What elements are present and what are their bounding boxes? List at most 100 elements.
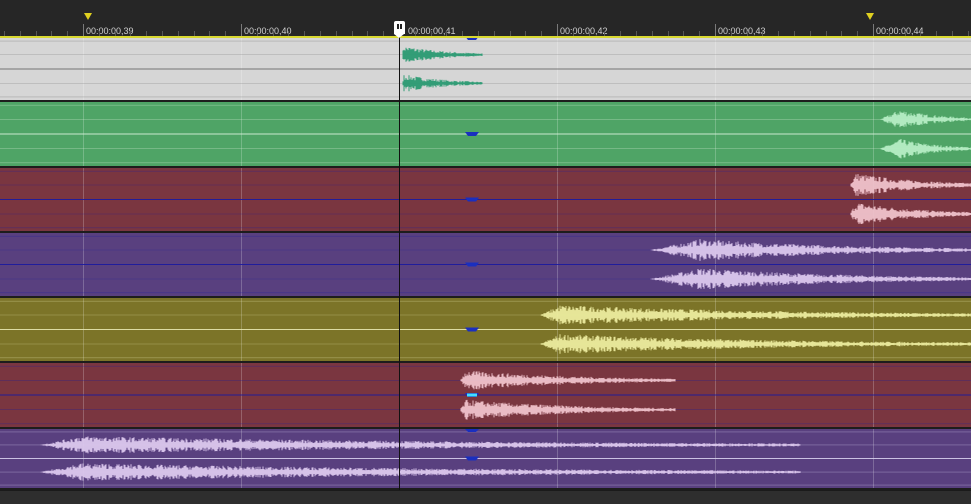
ruler-minor-tick bbox=[936, 31, 937, 36]
waveform bbox=[0, 235, 971, 294]
ruler-minor-tick bbox=[130, 31, 131, 36]
ruler-minor-tick bbox=[304, 31, 305, 36]
ruler-minor-tick bbox=[478, 31, 479, 36]
waveform bbox=[0, 170, 971, 229]
ruler-minor-tick bbox=[510, 31, 511, 36]
ruler-minor-tick bbox=[352, 31, 353, 36]
ruler-minor-tick bbox=[494, 31, 495, 36]
waveform-channel bbox=[850, 203, 971, 224]
ruler-minor-tick bbox=[810, 31, 811, 36]
track-5-clip[interactable] bbox=[0, 298, 971, 363]
waveform-channel bbox=[402, 75, 483, 92]
waveform-channel bbox=[402, 47, 483, 62]
ruler-minor-tick bbox=[162, 31, 163, 36]
ruler-major-tick bbox=[241, 24, 242, 36]
ruler-minor-tick bbox=[699, 31, 700, 36]
fade-handle-icon[interactable] bbox=[465, 327, 479, 332]
fade-handle-icon[interactable] bbox=[465, 429, 479, 432]
waveform-channel bbox=[460, 399, 676, 420]
playhead-icon[interactable] bbox=[394, 21, 405, 38]
ruler-minor-tick bbox=[889, 31, 890, 36]
ruler-minor-tick bbox=[731, 31, 732, 36]
fade-handle-icon[interactable] bbox=[465, 132, 479, 136]
ruler-minor-tick bbox=[273, 31, 274, 36]
waveform bbox=[0, 38, 971, 98]
ruler-minor-tick bbox=[826, 31, 827, 36]
waveform-channel bbox=[880, 139, 971, 159]
playhead-line bbox=[399, 20, 400, 490]
ruler-minor-tick bbox=[383, 31, 384, 36]
waveform bbox=[0, 429, 971, 486]
ruler-label: 00:00:00,43 bbox=[718, 26, 766, 36]
ruler-minor-tick bbox=[778, 31, 779, 36]
waveform bbox=[0, 365, 971, 425]
waveform-channel bbox=[880, 111, 971, 128]
ruler-minor-tick bbox=[636, 31, 637, 36]
track-4-clip[interactable] bbox=[0, 233, 971, 298]
timeline-ruler[interactable]: 00:00:00,39 00:00:00,40 00:00:00,41 00:0… bbox=[0, 0, 971, 36]
ruler-minor-tick bbox=[525, 31, 526, 36]
waveform-channel bbox=[40, 463, 801, 481]
ruler-minor-tick bbox=[920, 31, 921, 36]
ruler-minor-tick bbox=[604, 31, 605, 36]
ruler-minor-tick bbox=[320, 31, 321, 36]
ruler-minor-tick bbox=[225, 31, 226, 36]
ruler-minor-tick bbox=[415, 31, 416, 36]
ruler-label: 00:00:00,44 bbox=[876, 26, 924, 36]
ruler-minor-tick bbox=[36, 31, 37, 36]
horizontal-scrollbar[interactable] bbox=[0, 490, 971, 504]
ruler-minor-tick bbox=[573, 31, 574, 36]
ruler-minor-tick bbox=[431, 31, 432, 36]
tracks-area[interactable] bbox=[0, 38, 971, 490]
ruler-minor-tick bbox=[968, 31, 969, 36]
loop-start-marker-icon[interactable] bbox=[84, 13, 92, 20]
ruler-minor-tick bbox=[589, 31, 590, 36]
ruler-label: 00:00:00,40 bbox=[244, 26, 292, 36]
ruler-major-tick bbox=[557, 24, 558, 36]
ruler-minor-tick bbox=[462, 31, 463, 36]
ruler-major-tick bbox=[83, 24, 84, 36]
ruler-minor-tick bbox=[541, 31, 542, 36]
fade-handle-icon[interactable] bbox=[465, 38, 479, 40]
ruler-minor-tick bbox=[194, 31, 195, 36]
ruler-minor-tick bbox=[620, 31, 621, 36]
ruler-minor-tick bbox=[20, 31, 21, 36]
ruler-minor-tick bbox=[952, 31, 953, 36]
ruler-minor-tick bbox=[288, 31, 289, 36]
selected-fade-handle-icon[interactable] bbox=[467, 393, 477, 397]
ruler-minor-tick bbox=[4, 31, 5, 36]
track-7-clip[interactable] bbox=[0, 429, 971, 490]
waveform-channel bbox=[40, 436, 801, 454]
track-3-clip[interactable] bbox=[0, 168, 971, 233]
loop-region-bar[interactable] bbox=[0, 36, 971, 38]
ruler-minor-tick bbox=[367, 31, 368, 36]
ruler-minor-tick bbox=[857, 31, 858, 36]
fade-handle-icon[interactable] bbox=[465, 456, 479, 461]
ruler-minor-tick bbox=[67, 31, 68, 36]
ruler-major-tick bbox=[873, 24, 874, 36]
track-1-clip[interactable] bbox=[0, 38, 971, 102]
waveform bbox=[0, 300, 971, 359]
ruler-minor-tick bbox=[336, 31, 337, 36]
ruler-minor-tick bbox=[51, 31, 52, 36]
waveform bbox=[0, 104, 971, 164]
waveform-channel bbox=[650, 269, 971, 289]
ruler-minor-tick bbox=[905, 31, 906, 36]
ruler-minor-tick bbox=[446, 31, 447, 36]
ruler-minor-tick bbox=[747, 31, 748, 36]
ruler-label: 00:00:00,39 bbox=[86, 26, 134, 36]
ruler-major-tick bbox=[715, 24, 716, 36]
ruler-minor-tick bbox=[683, 31, 684, 36]
fade-handle-icon[interactable] bbox=[465, 197, 479, 202]
ruler-minor-tick bbox=[794, 31, 795, 36]
ruler-minor-tick bbox=[841, 31, 842, 36]
fade-handle-icon[interactable] bbox=[465, 262, 479, 267]
ruler-minor-tick bbox=[115, 31, 116, 36]
ruler-minor-tick bbox=[146, 31, 147, 36]
ruler-minor-tick bbox=[668, 31, 669, 36]
ruler-minor-tick bbox=[209, 31, 210, 36]
track-2-clip[interactable] bbox=[0, 102, 971, 168]
track-6-clip[interactable] bbox=[0, 363, 971, 429]
ruler-minor-tick bbox=[99, 31, 100, 36]
loop-end-marker-icon[interactable] bbox=[866, 13, 874, 20]
